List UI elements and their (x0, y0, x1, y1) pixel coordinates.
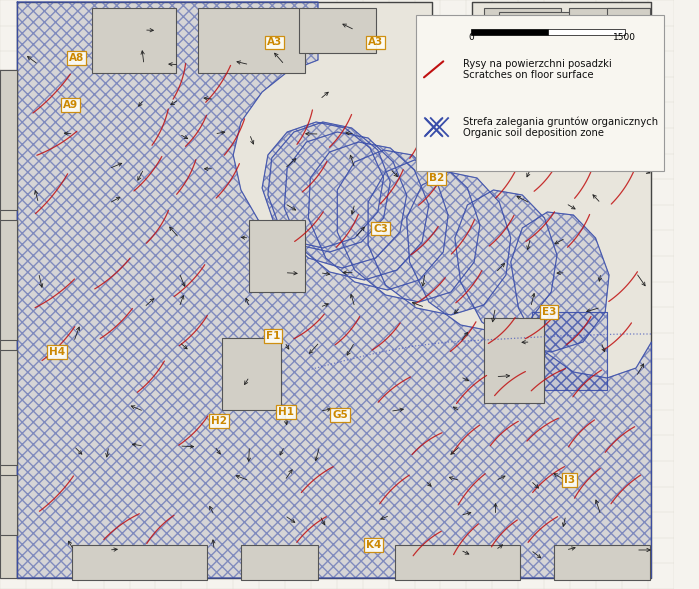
Bar (484, 8, 561, 53)
Bar (222, 338, 282, 410)
Bar (0, 70, 17, 210)
Bar (548, 29, 624, 35)
Polygon shape (0, 70, 17, 578)
Polygon shape (532, 312, 607, 390)
Bar (0, 220, 17, 340)
Text: A3: A3 (267, 38, 282, 47)
Text: 1500: 1500 (613, 33, 636, 42)
Text: E3: E3 (542, 307, 556, 317)
Text: K4: K4 (366, 540, 382, 550)
Text: Rysy na powierzchni posadzki
Scratches on floor surface: Rysy na powierzchni posadzki Scratches o… (463, 58, 612, 80)
Bar (607, 8, 651, 73)
Bar (499, 12, 596, 60)
Text: H1: H1 (278, 408, 294, 417)
Polygon shape (17, 2, 651, 578)
Text: G5: G5 (332, 411, 348, 420)
Text: F1: F1 (266, 331, 280, 340)
Bar (298, 8, 376, 53)
Bar (471, 29, 548, 35)
Polygon shape (17, 2, 651, 578)
Bar (0, 475, 17, 535)
Bar (484, 318, 544, 403)
Bar (198, 8, 305, 73)
Bar (0, 350, 17, 465)
Bar (241, 545, 318, 580)
Bar (92, 8, 176, 73)
Bar (395, 545, 520, 580)
Bar (249, 220, 305, 292)
Text: A8: A8 (69, 53, 84, 62)
Text: 0: 0 (468, 33, 474, 42)
Bar (568, 8, 651, 63)
Text: C3: C3 (373, 224, 388, 233)
Text: A3: A3 (368, 38, 384, 47)
Text: Strefa zalegania gruntów organicznych
Organic soil deposition zone: Strefa zalegania gruntów organicznych Or… (463, 116, 658, 138)
Text: H2: H2 (211, 416, 227, 426)
Bar (417, 15, 664, 171)
Text: A9: A9 (63, 100, 78, 110)
Bar (72, 545, 207, 580)
Text: B2: B2 (429, 173, 444, 183)
Bar (554, 545, 651, 580)
Text: H4: H4 (49, 348, 65, 357)
Text: I3: I3 (563, 475, 575, 485)
